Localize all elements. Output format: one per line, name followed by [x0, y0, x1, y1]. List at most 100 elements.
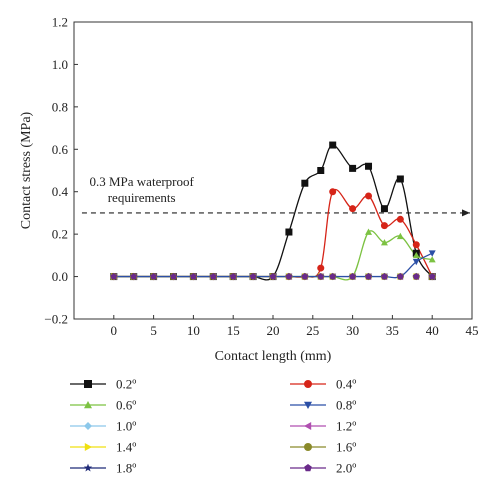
threshold-annotation-line1: 0.3 MPa waterproof: [89, 174, 194, 189]
data-point: [170, 273, 177, 280]
data-point: [380, 222, 388, 230]
threshold-line: [81, 209, 470, 217]
threshold-annotation-line2: requirements: [108, 190, 176, 205]
data-point: [304, 380, 312, 388]
data-point: [285, 273, 293, 280]
y-tick-label: 0.4: [52, 184, 69, 199]
data-point: [397, 273, 404, 280]
series-markers: [110, 141, 436, 281]
legend-label: 1.4º: [116, 440, 136, 455]
x-tick-label: 25: [306, 323, 319, 338]
y-tick-label: 0.0: [52, 269, 68, 284]
data-point: [150, 273, 157, 280]
legend-label: 1.0º: [116, 419, 136, 434]
x-tick-label: 10: [187, 323, 200, 338]
legend-label: 0.4º: [336, 377, 356, 392]
data-point: [428, 250, 436, 257]
data-point: [396, 232, 404, 240]
data-point: [329, 188, 337, 196]
legend-item: 0.4º: [290, 377, 356, 392]
threshold-arrowhead: [462, 209, 470, 217]
y-tick-label: 0.8: [52, 99, 68, 114]
data-point: [317, 273, 325, 280]
legend-item: 0.2º: [70, 377, 136, 392]
data-point: [365, 162, 373, 170]
x-tick-label: 45: [466, 323, 479, 338]
y-tick-label: 0.6: [52, 142, 69, 157]
y-tick-label: 1.0: [52, 57, 68, 72]
y-tick-label: 0.2: [52, 227, 68, 242]
legend-item: 1.2º: [290, 419, 356, 434]
data-point: [301, 273, 309, 280]
data-point: [329, 273, 337, 280]
x-tick-label: 35: [386, 323, 399, 338]
data-point: [365, 192, 373, 200]
data-point: [412, 273, 420, 280]
data-point: [190, 273, 197, 280]
data-point: [412, 241, 420, 249]
data-point: [84, 422, 92, 430]
data-point: [365, 273, 372, 280]
data-point: [84, 380, 92, 388]
legend-item: 0.8º: [290, 398, 356, 413]
data-point: [349, 273, 356, 280]
data-point: [130, 273, 138, 280]
legend-label: 0.2º: [116, 377, 136, 392]
data-point: [428, 256, 436, 263]
data-point: [317, 167, 325, 174]
data-point: [329, 141, 337, 149]
data-point: [304, 443, 312, 451]
legend-item: 1.8º: [70, 461, 136, 476]
x-tick-label: 30: [346, 323, 359, 338]
legend-item: 1.0º: [70, 419, 136, 434]
data-point: [304, 401, 312, 409]
data-point: [428, 273, 436, 280]
x-axis-ticks: 0 5 10 15 20 25 30 35 40 45: [111, 315, 479, 338]
data-point: [412, 258, 420, 266]
y-tick-label: 1.2: [52, 15, 68, 30]
legend-label: 1.2º: [336, 419, 356, 434]
data-point: [349, 164, 357, 172]
legend-label: 0.6º: [116, 398, 136, 413]
series-group: [110, 273, 436, 280]
data-point: [301, 179, 309, 187]
x-tick-label: 15: [227, 323, 240, 338]
data-point: [349, 205, 357, 213]
data-point: [396, 215, 404, 223]
data-point: [380, 239, 388, 246]
data-point: [84, 401, 92, 409]
legend-item: 2.0º: [290, 461, 356, 476]
data-point: [396, 175, 404, 183]
data-point: [83, 463, 93, 472]
data-point: [285, 228, 293, 236]
data-point: [110, 273, 118, 280]
data-point: [84, 443, 92, 451]
data-point: [304, 422, 312, 430]
legend-label: 1.6º: [336, 440, 356, 455]
data-point: [209, 273, 217, 280]
legend-label: 2.0º: [336, 461, 356, 476]
data-point: [381, 273, 388, 280]
y-axis-ticks: −0.2 0.0 0.2 0.4 0.6 0.8 1.0 1.2: [44, 15, 78, 327]
data-point: [380, 205, 388, 213]
legend-item: 1.6º: [290, 440, 356, 455]
x-axis-title: Contact length (mm): [215, 349, 332, 364]
data-point: [269, 273, 277, 280]
y-tick-label: −0.2: [44, 312, 68, 327]
y-axis-title: Contact stress (MPa): [19, 111, 34, 229]
x-tick-label: 0: [111, 323, 118, 338]
x-tick-label: 40: [426, 323, 439, 338]
x-tick-label: 5: [150, 323, 157, 338]
x-tick-label: 20: [267, 323, 280, 338]
data-point: [365, 228, 373, 235]
data-point: [304, 464, 312, 472]
legend-item: 0.6º: [70, 398, 136, 413]
data-point: [412, 251, 420, 259]
legend-label: 0.8º: [336, 398, 356, 413]
data-point: [229, 273, 237, 280]
legend: 0.2º 0.4º 0.6º 0.8º 1.0º 1.2º 1.4º 1.6º 1.8º 2.0º: [70, 377, 356, 476]
data-point: [249, 273, 257, 280]
legend-label: 1.8º: [116, 461, 136, 476]
